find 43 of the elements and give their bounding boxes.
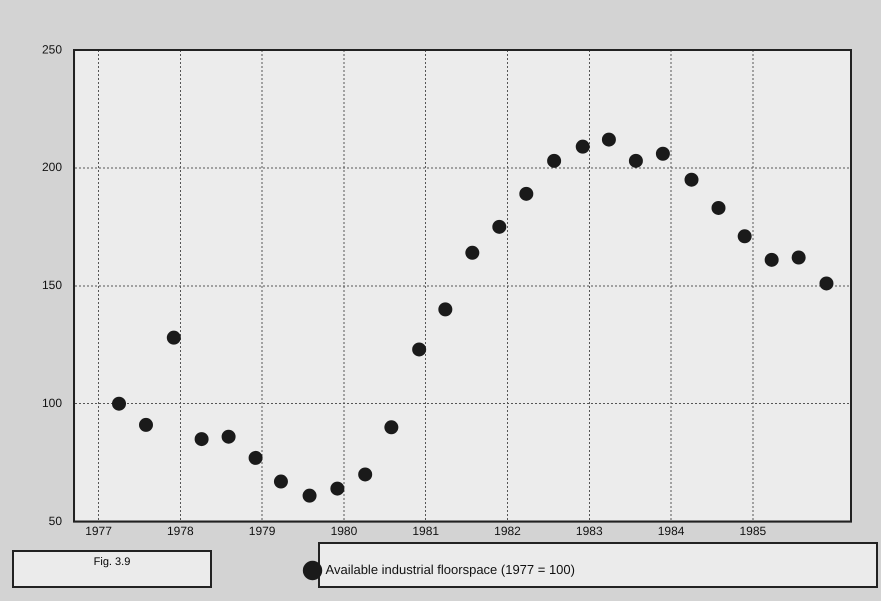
point [764,252,779,267]
point [465,246,480,260]
point [602,132,616,147]
point [166,330,181,345]
caption: Fig. 3.9 [92,556,132,568]
point [384,420,398,434]
y-tick-label: 100 [42,396,62,410]
point [330,482,344,496]
point [712,200,726,215]
legend-label: Available industrial floorspace (1977 = 100) [326,562,575,578]
x-tick-label: 1985 [740,524,767,538]
x-tick-label: 1982 [494,524,522,538]
x-tick-label: 1977 [85,524,112,538]
x-tick-label: 1978 [166,524,194,538]
point [194,432,209,446]
point [412,342,426,356]
point [819,276,834,290]
point [492,220,506,234]
point [576,140,590,154]
point [222,430,236,444]
point [519,186,534,201]
point [792,250,806,265]
y-tick-label: 250 [42,42,62,56]
point [274,474,288,489]
point [112,396,126,411]
x-tick-label: 1983 [576,524,603,538]
y-tick-label: 50 [48,514,62,528]
point [438,302,452,316]
point [738,229,752,244]
point [628,154,643,168]
y-tick-label: 150 [42,278,62,292]
x-tick-label: 1984 [658,524,685,538]
point [248,450,263,465]
point [547,154,562,168]
point [358,467,372,482]
x-tick-label: 1980 [330,524,358,538]
point [684,172,699,187]
x-tick-label: 1981 [412,524,440,538]
point [656,146,670,161]
point [138,418,153,432]
y-tick-label: 200 [42,160,62,174]
x-tick-label: 1979 [248,524,276,538]
point [302,488,317,503]
